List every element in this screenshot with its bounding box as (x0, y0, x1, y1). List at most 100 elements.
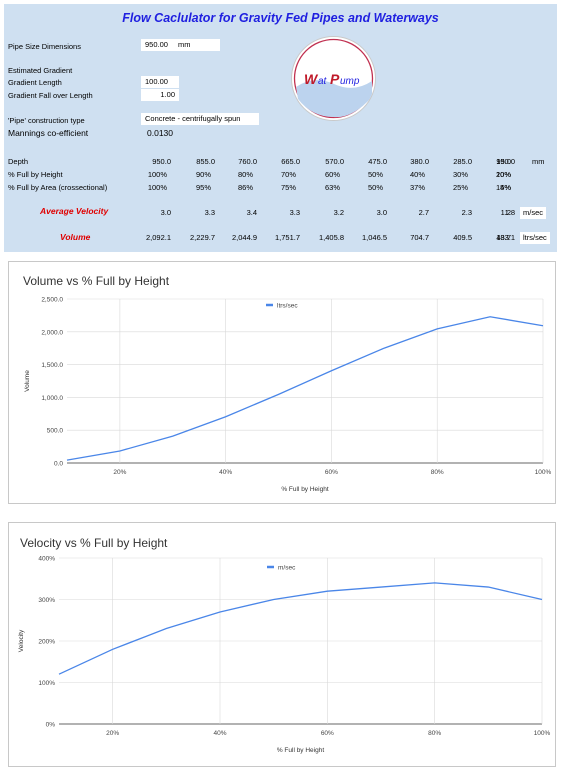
area-cell[interactable]: 37% (409, 183, 425, 192)
gradient-length-cell[interactable]: 100.00 (141, 76, 179, 88)
volume-cell[interactable]: 704.7 (410, 233, 429, 242)
x-tick-label: 80% (431, 469, 444, 476)
velocity-unit: m/sec (520, 207, 547, 219)
logo-p: P (330, 71, 340, 87)
area-cell[interactable]: 14% (495, 183, 511, 192)
volume-cell[interactable]: 2,229.7 (189, 233, 215, 242)
depth-cell[interactable]: 190.0 (496, 157, 515, 166)
height-cell[interactable]: 20% (495, 170, 511, 179)
velocity-cell[interactable]: 3.3 (289, 208, 300, 217)
y-tick-label: 0% (46, 722, 56, 729)
x-tick-label: 40% (219, 469, 232, 476)
velocity-cell[interactable]: 2.7 (418, 208, 429, 217)
depth-cell[interactable]: 950.0 (152, 157, 171, 166)
area-cell[interactable]: 100% (147, 183, 167, 192)
area-cell[interactable]: 75% (280, 183, 296, 192)
area-cell[interactable]: 95% (195, 183, 211, 192)
velocity-cell[interactable]: 3.4 (246, 208, 257, 217)
area-cell[interactable]: 50% (367, 183, 383, 192)
volume-chart-title: Volume vs % Full by Height (23, 274, 170, 288)
velocity-chart: 0% 100% 200% 300% 400% 20% 40% 60% 80% 100% % Full… (18, 556, 551, 755)
x-tick-label: 20% (106, 730, 119, 737)
y-tick-label: 200% (38, 639, 55, 646)
pipe-size-cell[interactable]: 950.00 mm (141, 39, 220, 51)
y-tick-label: 500.0 (47, 428, 64, 435)
y-axis-title: Volume (24, 370, 31, 392)
height-cell[interactable]: 90% (195, 170, 211, 179)
gradient-length-label: Gradient Length (8, 78, 62, 87)
volume-cell[interactable]: 2,044.9 (231, 233, 257, 242)
volume-chart-card: Volume vs % Full by Height 0.0 500.0 1,000… (8, 261, 556, 504)
y-tick-label: 2,500.0 (41, 297, 63, 304)
volume-label: Volume (60, 232, 91, 242)
area-label: % Full by Area (crossectional) (8, 183, 108, 192)
depth-cell[interactable]: 285.0 (453, 157, 472, 166)
area-cell[interactable]: 25% (452, 183, 468, 192)
velocity-label: Average Velocity (40, 206, 109, 216)
volume-cell[interactable]: 1,405.8 (318, 233, 344, 242)
x-tick-label: 100% (534, 730, 551, 737)
y-tick-label: 100% (38, 680, 55, 687)
y-axis-title: Velocity (18, 629, 25, 652)
series-line (58, 582, 543, 675)
pipe-size-value: 950.00 (145, 40, 168, 49)
height-cell[interactable]: 60% (324, 170, 340, 179)
area-cell[interactable]: 5% (500, 183, 511, 192)
velocity-chart-card: Velocity vs % Full by Height 0% 100% 200% 3… (8, 522, 556, 767)
velocity-cell[interactable]: 3.3 (204, 208, 215, 217)
volume-cell[interactable]: 409.5 (453, 233, 472, 242)
height-label: % Full by Height (8, 170, 63, 179)
depth-cell[interactable]: 95.0 (496, 157, 511, 166)
logo-ump: ump (340, 76, 360, 87)
height-cell[interactable]: 40% (409, 170, 425, 179)
velocity-cell[interactable]: 1.2 (500, 208, 511, 217)
gradient-fall-cell[interactable]: 1.00 (141, 89, 179, 101)
volume-cell[interactable]: 183.1 (496, 233, 515, 242)
mannings-value: 0.0130 (147, 128, 173, 138)
x-tick-label: 40% (213, 730, 226, 737)
legend-label: m/sec (278, 564, 296, 571)
height-cell[interactable]: 10% (495, 170, 511, 179)
volume-cell[interactable]: 43.7 (496, 233, 511, 242)
x-tick-label: 80% (428, 730, 441, 737)
depth-cell[interactable]: 665.0 (281, 157, 300, 166)
construction-cell[interactable]: Concrete - centrifugally spun (141, 113, 259, 125)
x-tick-label: 20% (113, 469, 126, 476)
velocity-cell[interactable]: 2.3 (461, 208, 472, 217)
depth-cell[interactable]: 475.0 (368, 157, 387, 166)
legend-label: ltrs/sec (277, 302, 298, 309)
sheet-title: Flow Caclulator for Gravity Fed Pipes an… (122, 11, 439, 25)
height-cell[interactable]: 30% (452, 170, 468, 179)
velocity-cell[interactable]: 1.8 (504, 208, 515, 217)
y-tick-label: 2,000.0 (41, 329, 63, 336)
x-axis-title: % Full by Height (277, 747, 325, 754)
mannings-label: Mannings co-efficient (8, 128, 89, 138)
volume-cell[interactable]: 1,751.7 (274, 233, 300, 242)
height-cell[interactable]: 70% (280, 170, 296, 179)
area-cell[interactable]: 86% (237, 183, 253, 192)
height-cell[interactable]: 80% (237, 170, 253, 179)
area-cell[interactable]: 63% (324, 183, 340, 192)
x-tick-label: 60% (325, 469, 338, 476)
depth-cell[interactable]: 380.0 (410, 157, 429, 166)
x-axis-title: % Full by Height (281, 486, 329, 493)
volume-unit: ltrs/sec (520, 232, 550, 244)
depth-cell[interactable]: 570.0 (325, 157, 344, 166)
watpump-logo-graphic: W at P ump (293, 38, 374, 119)
depth-unit: mm (532, 157, 545, 166)
volume-cell[interactable]: 1,046.5 (361, 233, 387, 242)
velocity-cell[interactable]: 3.0 (376, 208, 387, 217)
depth-cell[interactable]: 760.0 (238, 157, 257, 166)
y-tick-label: 1,500.0 (41, 362, 63, 369)
pipe-size-unit: mm (178, 40, 191, 49)
volume-cell[interactable]: 2,092.1 (145, 233, 171, 242)
velocity-cell[interactable]: 3.0 (160, 208, 171, 217)
x-tick-label: 100% (535, 469, 552, 476)
estimated-gradient-label: Estimated Gradient (8, 66, 73, 75)
velocity-cell[interactable]: 3.2 (333, 208, 344, 217)
y-tick-label: 300% (38, 597, 55, 604)
height-cell[interactable]: 50% (367, 170, 383, 179)
height-cell[interactable]: 100% (147, 170, 167, 179)
construction-label: 'Pipe' construction type (8, 116, 85, 125)
depth-cell[interactable]: 855.0 (196, 157, 215, 166)
